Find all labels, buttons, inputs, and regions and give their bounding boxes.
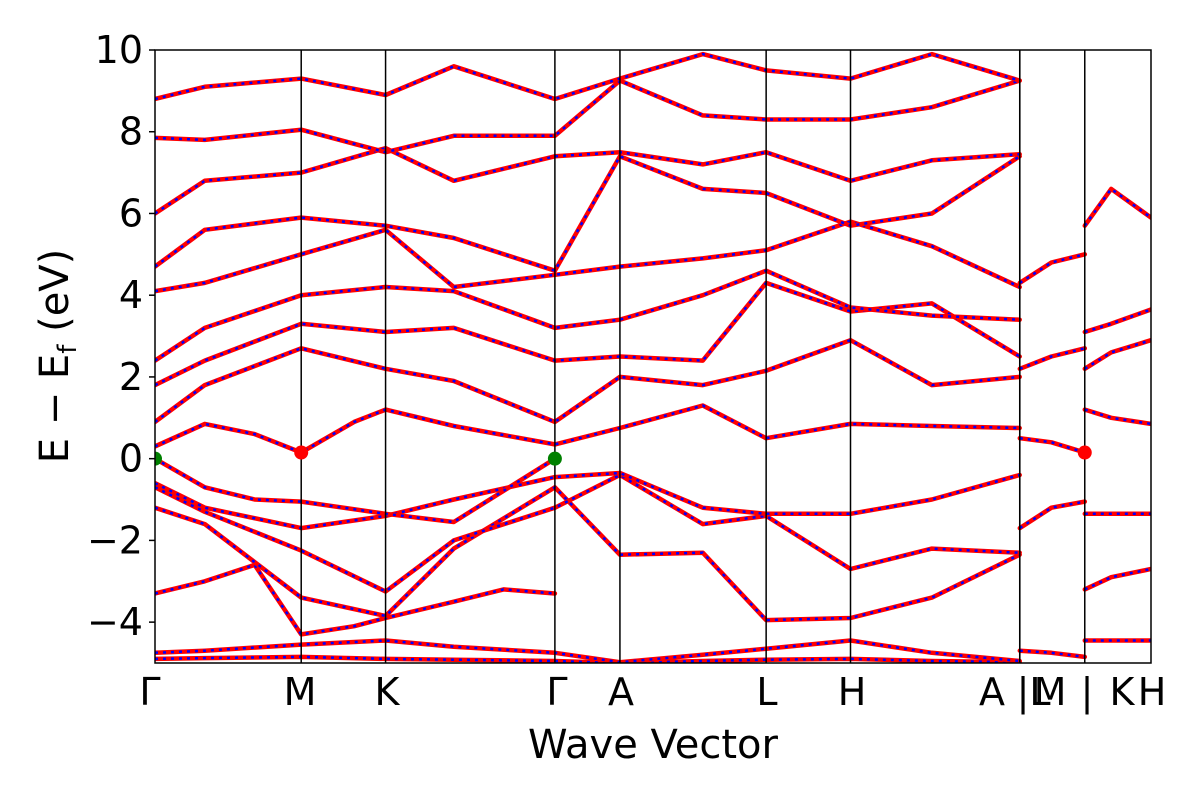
band-line-dotted-10 <box>155 269 1020 362</box>
band-line-dotted-16 <box>1019 436 1086 454</box>
band-line-dotted-7 <box>155 404 1020 454</box>
band-line-dotted-5 <box>155 471 1021 530</box>
y-axis-title-sub: f <box>53 344 83 354</box>
band-line-11 <box>155 219 1022 294</box>
x-tick-label-10: M <box>1034 670 1067 714</box>
extremum-marker-2 <box>294 445 309 460</box>
y-axis-ticks: −4 −2 0 2 4 6 8 10 <box>87 28 155 644</box>
band-line-dotted-9 <box>155 281 1021 387</box>
symmetry-lines <box>300 50 1086 663</box>
band-line-dotted-3 <box>155 485 1021 622</box>
band-line-26 <box>1082 566 1151 592</box>
band-line-dotted-14 <box>155 79 1021 154</box>
band-line-10 <box>155 268 1022 363</box>
x-tick-label-7: A <box>979 670 1005 714</box>
band-line-dotted-6 <box>155 457 556 524</box>
band-line-dotted-23 <box>1084 308 1151 334</box>
band-line-dotted-20 <box>1019 649 1085 659</box>
y-tick-label-1: −2 <box>87 518 143 562</box>
y-tick-label-2: 0 <box>119 437 143 481</box>
band-line-13 <box>155 145 1022 216</box>
y-tick-label-3: 2 <box>119 355 143 399</box>
x-tick-label-4: A <box>608 670 634 714</box>
x-tick-label-13: H <box>1138 670 1167 714</box>
extrema-markers <box>155 445 1092 466</box>
band-line-dotted-0 <box>155 655 1020 663</box>
band-line-9 <box>155 280 1022 388</box>
x-tick-label-12: K <box>1110 670 1136 714</box>
band-line-12 <box>155 154 1022 273</box>
band-line-dotted-8 <box>155 338 1020 424</box>
band-line-24 <box>1082 186 1151 228</box>
band-line-dotted-15 <box>155 52 1021 101</box>
band-line-18 <box>1017 252 1088 286</box>
y-tick-label-5: 6 <box>119 191 143 235</box>
x-tick-label-3: Γ <box>546 670 567 714</box>
band-line-dotted-13 <box>155 146 1020 215</box>
band-line-15 <box>155 51 1022 102</box>
band-line-22 <box>1082 337 1151 372</box>
plot-frame <box>154 49 1152 664</box>
band-line-14 <box>155 78 1022 155</box>
x-tick-label-9: L <box>1029 670 1050 714</box>
x-tick-label-2: K <box>375 670 401 714</box>
band-line-8 <box>155 337 1022 425</box>
band-line-dotted-1 <box>155 639 1020 663</box>
bands-layer <box>155 51 1151 663</box>
y-axis-title-main: E − E <box>32 354 78 464</box>
extremum-marker-1 <box>547 451 562 466</box>
extremum-marker-3 <box>1077 445 1092 460</box>
extremum-marker-0 <box>155 451 162 466</box>
band-line-dotted-22 <box>1084 339 1151 370</box>
band-line-dotted-2 <box>155 563 555 636</box>
x-tick-label-8: | <box>1017 670 1030 715</box>
y-tick-label-4: 4 <box>119 273 143 317</box>
y-tick-label-6: 8 <box>119 110 143 154</box>
x-tick-label-11: | <box>1081 670 1094 715</box>
x-tick-label-1: M <box>284 670 317 714</box>
band-line-19 <box>1017 499 1088 531</box>
x-axis-ticks: Γ M K Γ A L H A | LM | K H <box>139 670 1166 715</box>
y-tick-label-0: −4 <box>87 600 143 644</box>
band-line-dotted-21 <box>1084 408 1151 426</box>
x-tick-label-0: Γ <box>139 670 160 714</box>
y-axis-title: E − Ef (eV) <box>32 249 83 464</box>
band-line-dotted-17 <box>1019 347 1086 370</box>
x-axis-title: Wave Vector <box>528 722 779 768</box>
y-tick-label-7: 10 <box>95 28 143 72</box>
x-tick-label-6: H <box>838 670 867 714</box>
band-line-dotted-26 <box>1084 567 1151 591</box>
y-axis-title-unit: (eV) <box>32 249 78 345</box>
x-tick-label-5: L <box>756 670 777 714</box>
band-line-dotted-4 <box>155 473 1020 593</box>
